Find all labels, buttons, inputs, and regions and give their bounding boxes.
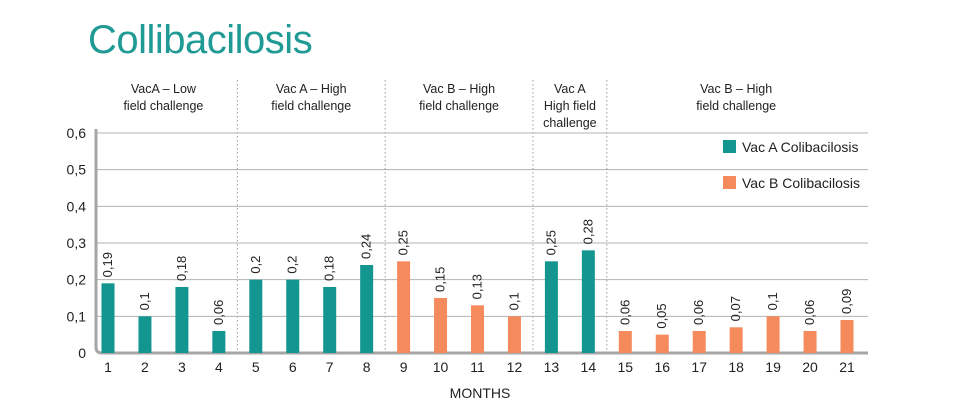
data-label: 0,09 — [839, 289, 854, 314]
x-tick-label: 4 — [215, 359, 223, 375]
bar — [286, 279, 300, 353]
bar — [212, 331, 226, 353]
data-label: 0,2 — [248, 256, 263, 274]
y-tick-label: 0,2 — [67, 272, 87, 288]
data-label: 0,28 — [580, 219, 595, 244]
x-tick-label: 19 — [765, 359, 781, 375]
segment-label: Vac A – High — [276, 82, 347, 96]
data-label: 0,19 — [100, 252, 115, 277]
x-tick-label: 1 — [104, 359, 112, 375]
x-tick-label: 14 — [581, 359, 597, 375]
bar — [397, 261, 411, 353]
segment-label: Vac A — [554, 82, 586, 96]
legend-swatch — [723, 140, 736, 153]
x-tick-label: 2 — [141, 359, 149, 375]
segment-label: challenge — [543, 116, 597, 130]
segment-label: VacA – Low — [131, 82, 197, 96]
bar — [803, 331, 817, 353]
y-tick-label: 0,3 — [67, 235, 87, 251]
bar — [471, 305, 484, 353]
y-tick-label: 0,1 — [67, 308, 87, 324]
segment-label: field challenge — [696, 99, 776, 113]
bar — [618, 331, 632, 353]
bar — [581, 250, 595, 353]
data-label: 0,24 — [359, 234, 374, 259]
data-label: 0,06 — [211, 300, 226, 325]
bar — [101, 283, 115, 353]
y-tick-labels: 0 0,1 0,2 0,3 0,4 0,5 0,6 — [67, 125, 87, 361]
bar — [544, 261, 558, 353]
data-label: 0,25 — [543, 230, 558, 255]
x-tick-labels: 1 2 3 4 5 6 7 8 9 10 11 12 13 14 15 16 17 18 19 20 21 — [104, 359, 855, 375]
bar — [729, 327, 743, 353]
x-tick-label: 10 — [433, 359, 449, 375]
data-label: 0,1 — [506, 292, 521, 310]
data-label: 0,18 — [322, 256, 337, 281]
data-label: 0,06 — [691, 300, 706, 325]
segment-label: field challenge — [123, 99, 203, 113]
data-labels: 0,19 0,1 0,18 0,06 0,2 0,2 0,18 0,24 0,25 0,15 0,1… — [100, 219, 854, 329]
data-label: 0,05 — [654, 303, 669, 328]
bar — [249, 279, 263, 353]
gridlines — [96, 132, 868, 317]
bars — [101, 250, 854, 353]
bar — [323, 287, 337, 353]
segment-label: field challenge — [271, 99, 351, 113]
data-label: 0,25 — [396, 230, 411, 255]
bar — [138, 316, 152, 353]
x-tick-label: 12 — [507, 359, 523, 375]
segment-labels: VacA – Low field challenge Vac A – High fie… — [123, 82, 776, 130]
y-tick-label: 0,5 — [67, 162, 87, 178]
legend-label: Vac A Colibacilosis — [742, 139, 858, 155]
x-tick-label: 6 — [289, 359, 297, 375]
data-label: 0,15 — [433, 267, 448, 292]
bar — [692, 331, 706, 353]
bar — [507, 316, 521, 353]
x-tick-label: 16 — [654, 359, 670, 375]
x-tick-label: 9 — [400, 359, 408, 375]
data-label: 0,2 — [285, 256, 300, 274]
bar — [840, 320, 854, 353]
x-axis-title: MONTHS — [450, 385, 511, 401]
x-tick-label: 11 — [470, 359, 485, 375]
legend-label: Vac B Colibacilosis — [742, 175, 860, 191]
x-tick-label: 3 — [178, 359, 186, 375]
segment-label: Vac B – High — [700, 82, 772, 96]
legend: Vac A Colibacilosis Vac B Colibacilosis — [723, 139, 860, 191]
x-tick-label: 20 — [802, 359, 818, 375]
data-label: 0,06 — [617, 300, 632, 325]
bar — [434, 298, 448, 353]
data-label: 0,13 — [470, 274, 485, 299]
data-label: 0,1 — [765, 292, 780, 310]
x-tick-label: 5 — [252, 359, 260, 375]
segment-label: Vac B – High — [423, 82, 495, 96]
y-tick-label: 0,4 — [67, 198, 87, 214]
y-tick-label: 0 — [78, 345, 86, 361]
x-tick-label: 7 — [326, 359, 334, 375]
bar — [655, 334, 669, 353]
x-tick-label: 17 — [691, 359, 707, 375]
x-tick-label: 8 — [363, 359, 371, 375]
data-label: 0,18 — [174, 256, 189, 281]
bar — [766, 316, 780, 353]
segment-separators — [236, 80, 608, 353]
data-label: 0,06 — [802, 300, 817, 325]
data-label: 0,1 — [137, 292, 152, 310]
y-tick-label: 0,6 — [67, 125, 87, 141]
bar — [175, 287, 189, 353]
x-tick-label: 21 — [839, 359, 855, 375]
bar — [360, 265, 374, 353]
x-tick-label: 18 — [728, 359, 744, 375]
segment-label: field challenge — [419, 99, 499, 113]
legend-swatch — [723, 176, 736, 189]
segment-label: High field — [544, 99, 596, 113]
x-tick-label: 13 — [544, 359, 560, 375]
data-label: 0,07 — [728, 296, 743, 321]
x-tick-label: 15 — [618, 359, 634, 375]
chart-title: Collibacilosis — [88, 18, 313, 62]
